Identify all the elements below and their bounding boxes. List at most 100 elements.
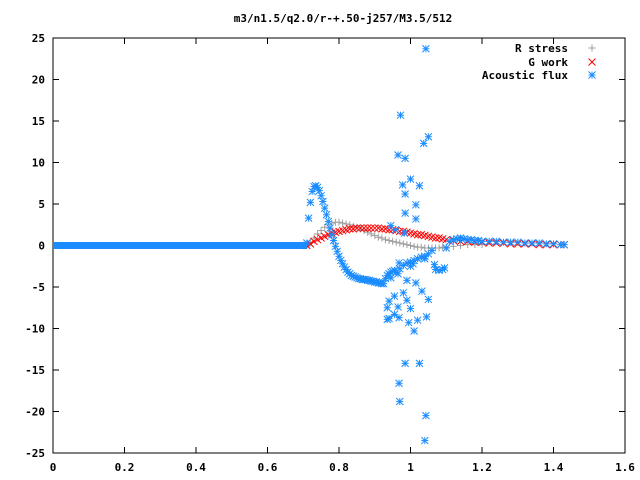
data-point [364, 228, 372, 236]
data-point [367, 224, 376, 232]
data-point [401, 359, 409, 368]
data-point [513, 238, 522, 247]
data-point [319, 197, 327, 206]
x-tick-label: 0 [50, 461, 57, 474]
data-point [478, 237, 486, 246]
x-tick-label: 1.6 [615, 461, 635, 474]
data-point [521, 239, 529, 247]
data-point [422, 44, 430, 53]
y-tick-label: -5 [32, 281, 45, 294]
data-point [406, 175, 415, 183]
data-point [399, 240, 407, 248]
data-point [342, 220, 350, 228]
data-point [485, 237, 494, 246]
data-point [346, 221, 354, 229]
x-tick-label: 1.4 [544, 461, 564, 474]
data-point [417, 243, 425, 251]
y-tick-label: 25 [32, 32, 45, 45]
data-point [385, 237, 393, 245]
data-point [396, 239, 404, 247]
data-point [308, 187, 317, 196]
data-point [442, 244, 451, 252]
data-point [306, 198, 315, 207]
data-point [326, 224, 334, 232]
data-point [353, 224, 361, 232]
data-point [420, 254, 429, 263]
x-tick-label: 1 [407, 461, 414, 474]
data-point [333, 247, 342, 256]
data-point [431, 234, 440, 242]
series-acoustic-flux [53, 44, 569, 445]
data-point [400, 229, 409, 237]
data-point [420, 436, 429, 445]
data-point [457, 242, 465, 249]
legend-marker [588, 44, 596, 52]
data-point [386, 274, 395, 282]
data-point [317, 227, 325, 235]
data-point [542, 239, 551, 248]
data-point [409, 259, 417, 268]
data-point [321, 223, 329, 231]
data-point [410, 327, 418, 335]
data-point [424, 132, 433, 141]
data-point [394, 151, 402, 159]
data-point [383, 303, 392, 312]
data-point [381, 236, 389, 244]
data-point [403, 276, 411, 285]
data-point [492, 237, 501, 246]
legend: R stress G work Acoustic flux [482, 42, 596, 82]
data-point [379, 279, 388, 288]
data-point [395, 379, 403, 388]
data-point [374, 233, 382, 241]
y-tick-label: 5 [38, 198, 45, 211]
data-point [304, 214, 313, 222]
data-point [535, 239, 544, 247]
legend-label-r-stress: R stress [515, 42, 568, 55]
data-point [403, 241, 411, 249]
data-point [412, 200, 420, 209]
data-point [506, 238, 515, 247]
data-point [315, 186, 324, 195]
data-point [314, 230, 322, 238]
series-layer [53, 44, 569, 445]
data-point [395, 227, 404, 236]
data-point [396, 111, 405, 120]
data-point [449, 242, 457, 250]
data-point [395, 259, 403, 267]
data-point [403, 296, 411, 305]
data-point [398, 181, 407, 189]
data-point [549, 239, 558, 248]
data-point [324, 217, 333, 226]
data-point [385, 225, 393, 234]
data-point [430, 260, 439, 269]
data-point [370, 224, 379, 232]
data-point [428, 246, 436, 255]
data-point [415, 359, 424, 368]
data-point [395, 313, 403, 322]
data-point [404, 318, 413, 327]
data-point [389, 237, 397, 245]
data-point [338, 259, 347, 268]
y-tick-label: -20 [25, 406, 45, 419]
x-tick-label: 0.6 [258, 461, 278, 474]
y-tick-label: 15 [32, 115, 45, 128]
data-point [528, 239, 536, 247]
x-tick-label: 0.2 [115, 461, 135, 474]
data-point [422, 313, 431, 321]
chart-title: m3/n1.5/q2.0/r-+.50-j257/M3.5/512 [234, 12, 453, 25]
data-point [378, 225, 386, 233]
data-point [418, 287, 426, 296]
data-point [317, 191, 325, 200]
data-point [390, 292, 399, 300]
data-point [415, 181, 424, 190]
data-point [401, 209, 409, 217]
data-point [345, 225, 354, 233]
data-point [391, 225, 400, 234]
legend-marker [588, 71, 596, 79]
data-point [394, 303, 402, 311]
x-tick-label: 0.4 [186, 461, 206, 474]
data-point [383, 315, 392, 324]
data-point [392, 238, 400, 246]
data-point [407, 242, 414, 249]
